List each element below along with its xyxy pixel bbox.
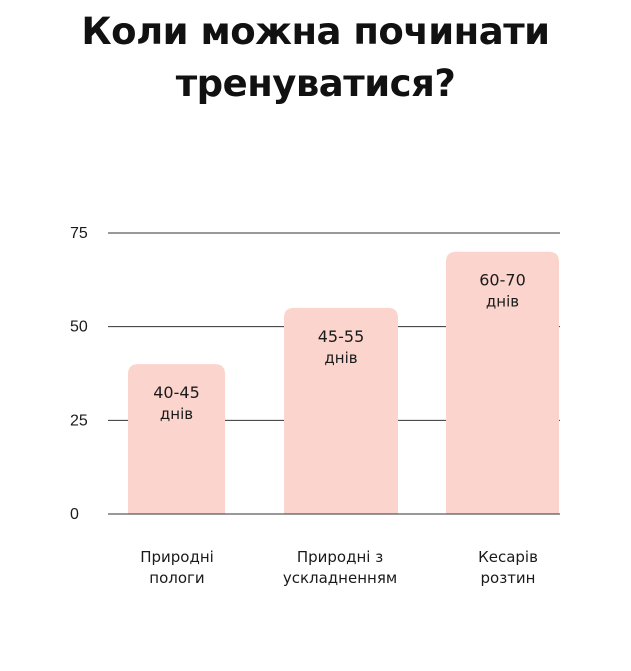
category-2-label-1: Природні з [297,548,383,566]
bar-1 [128,364,225,514]
y-tick-label-25: 25 [70,412,88,429]
y-tick-label-50: 50 [70,319,88,336]
bar-2-data-label-1: 45-55 [318,327,365,346]
chart-title: Коли можна починати тренуватися? [0,6,631,110]
chart-title-line-2: тренуватися? [175,62,456,105]
bar-1-data-label-1: 40-45 [153,383,200,402]
category-3-label-2: розтин [481,569,536,587]
category-1-label-2: пологи [149,569,204,587]
bar-2 [284,307,398,514]
category-2-label-2: ускладненням [283,569,397,587]
bar-1-data-label-2: днів [160,405,193,423]
category-1-label-1: Природні [140,548,214,566]
bar-3-data-label-2: днів [486,293,519,311]
chart-title-line-1: Коли можна починати [81,10,550,53]
bar-3 [446,251,559,514]
y-tick-label-75: 75 [70,225,88,242]
bar-3-data-label-1: 60-70 [479,271,526,290]
bar-2-data-label-2: днів [324,349,357,367]
category-3-label-1: Кесарів [478,548,538,566]
y-tick-label-0: 0 [70,506,79,523]
